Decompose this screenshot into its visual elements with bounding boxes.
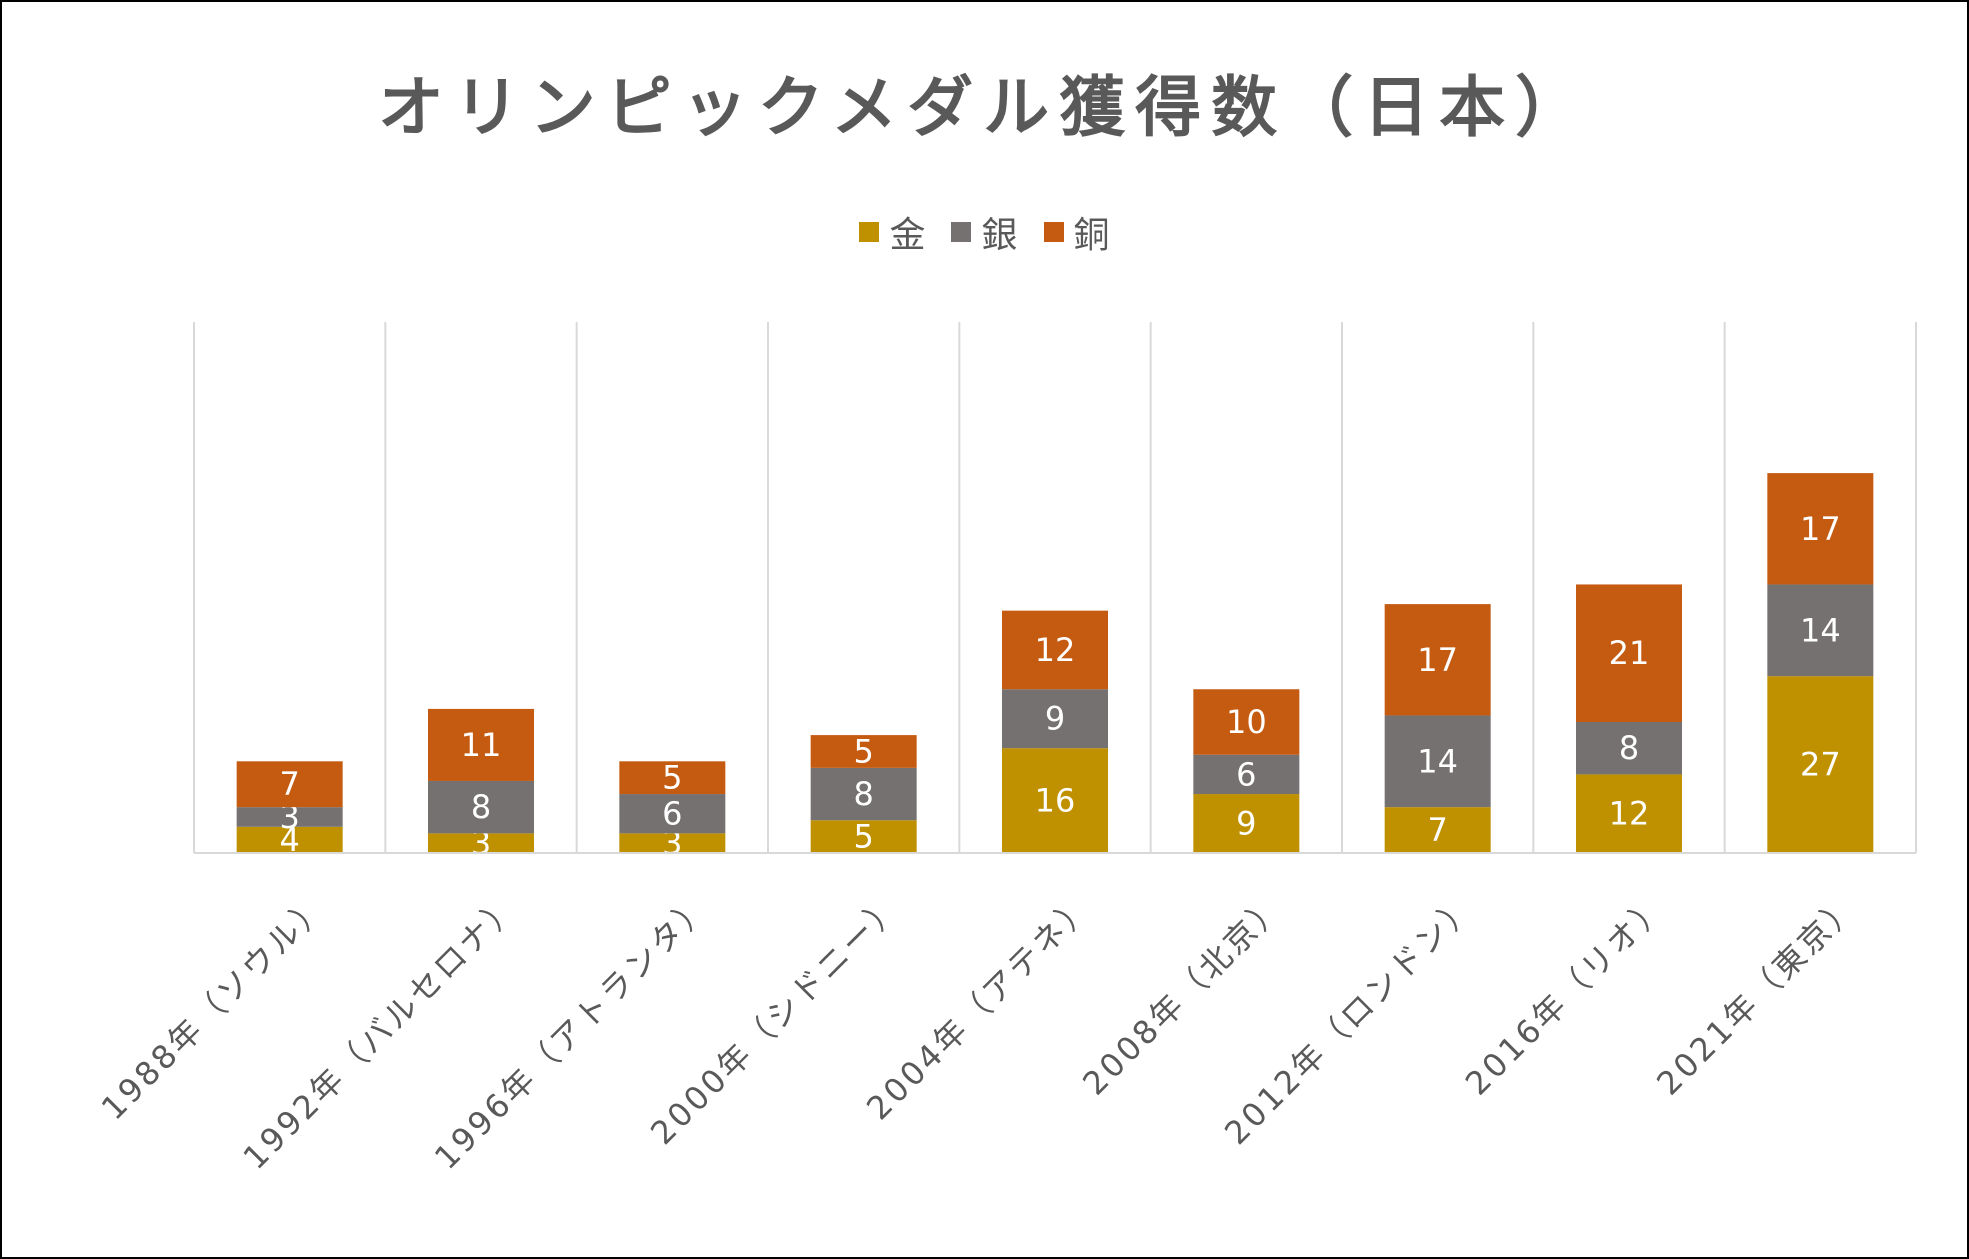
data-label-gold-7: 12	[1609, 795, 1650, 833]
legend-item-silver: 銀	[951, 206, 1018, 258]
legend: 金 銀 銅	[2, 206, 1967, 258]
bar-silver-1	[428, 780, 534, 834]
chart-title: オリンピックメダル獲得数（日本）	[377, 69, 1592, 146]
bar-silver-7	[1576, 722, 1682, 775]
bar-silver-8	[1767, 584, 1874, 677]
legend-item-gold: 金	[859, 206, 925, 258]
bar-gold-6	[1384, 807, 1491, 853]
data-label-gold-3: 5	[853, 818, 873, 856]
data-label-bronze-1: 11	[461, 726, 502, 764]
bar-gold-8	[1767, 676, 1874, 853]
bar-bronze-4	[1002, 610, 1108, 690]
bar-bronze-6	[1384, 604, 1491, 716]
bar-bronze-0	[236, 761, 343, 808]
data-label-gold-4: 16	[1035, 782, 1076, 820]
data-label-bronze-2: 5	[662, 759, 682, 797]
data-label-silver-8: 14	[1800, 611, 1841, 649]
data-label-bronze-5: 10	[1226, 703, 1267, 741]
bar-silver-6	[1384, 715, 1491, 808]
bar-bronze-5	[1193, 689, 1300, 755]
x-tick-label-7: 2016年（リオ）	[1458, 886, 1675, 1103]
bar-gold-4	[1002, 748, 1108, 853]
bar-bronze-8	[1767, 473, 1874, 585]
bar-gold-2	[619, 833, 726, 853]
data-label-bronze-8: 17	[1800, 510, 1841, 548]
data-label-silver-6: 14	[1417, 742, 1458, 780]
data-label-bronze-3: 5	[853, 732, 873, 770]
data-label-bronze-7: 21	[1609, 634, 1650, 672]
bar-gold-7	[1576, 774, 1682, 853]
data-label-silver-4: 9	[1045, 700, 1065, 738]
bar-bronze-3	[810, 735, 917, 768]
bar-gold-3	[810, 820, 917, 853]
legend-label-silver: 銀	[981, 215, 1018, 256]
data-label-gold-6: 7	[1427, 811, 1447, 849]
data-label-silver-3: 8	[853, 775, 873, 813]
data-label-gold-5: 9	[1236, 805, 1256, 843]
bar-gold-5	[1193, 794, 1300, 853]
data-label-silver-5: 6	[1236, 755, 1256, 793]
data-label-gold-8: 27	[1800, 746, 1841, 784]
bar-silver-5	[1193, 754, 1300, 795]
legend-item-bronze: 銅	[1043, 206, 1110, 258]
bar-gold-1	[428, 833, 534, 853]
legend-label-bronze: 銅	[1073, 215, 1110, 256]
bar-bronze-7	[1576, 584, 1682, 722]
bar-bronze-2	[619, 761, 726, 795]
data-label-silver-7: 8	[1619, 729, 1639, 767]
bar-silver-0	[236, 807, 343, 827]
legend-swatch-silver	[951, 222, 972, 242]
bar-bronze-1	[428, 708, 534, 781]
bar-silver-4	[1002, 689, 1108, 749]
data-label-bronze-4: 12	[1035, 631, 1076, 669]
data-label-gold-0: 4	[279, 821, 299, 859]
data-label-silver-0: 3	[279, 798, 299, 836]
data-label-bronze-0: 7	[279, 765, 299, 803]
x-tick-label-5: 2008年（北京）	[1075, 886, 1292, 1103]
bar-gold-0	[236, 826, 343, 853]
data-label-silver-2: 6	[662, 795, 682, 833]
legend-swatch-bronze	[1043, 222, 1064, 242]
legend-swatch-gold	[859, 222, 880, 242]
data-label-silver-1: 8	[471, 788, 491, 826]
bar-silver-3	[810, 767, 917, 821]
bar-silver-2	[619, 794, 726, 834]
x-tick-label-8: 2021年（東京）	[1649, 886, 1866, 1103]
legend-label-gold: 金	[889, 215, 926, 256]
data-label-bronze-6: 17	[1417, 641, 1458, 679]
